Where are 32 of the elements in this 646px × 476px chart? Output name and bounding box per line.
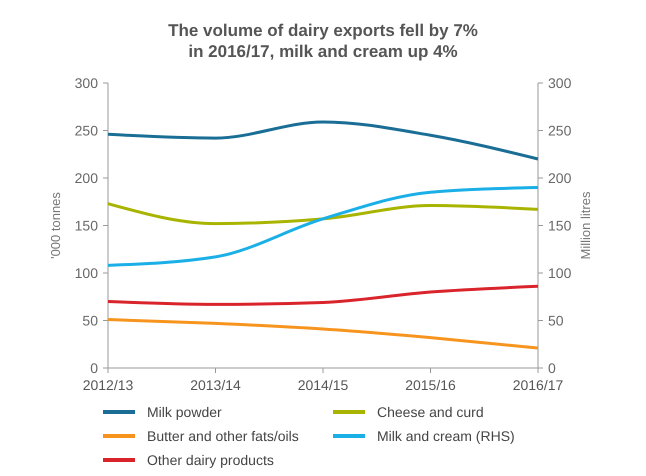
x-tick-label: 2014/15 bbox=[298, 377, 349, 393]
x-tick-label: 2012/13 bbox=[82, 377, 134, 393]
y-tick-label: 150 bbox=[74, 217, 98, 234]
y2-tick-label: 100 bbox=[548, 264, 572, 281]
legend-label: Milk powder bbox=[147, 404, 222, 420]
y2-tick-label: 250 bbox=[548, 122, 572, 138]
y2-axis-title: Million litres bbox=[578, 191, 593, 260]
y2-tick-label: 300 bbox=[548, 74, 572, 91]
x-tick-label: 2015/16 bbox=[405, 377, 456, 393]
x-tick-label: 2016/17 bbox=[512, 377, 564, 393]
y-tick-label: 300 bbox=[74, 74, 98, 91]
y2-tick-label: 200 bbox=[548, 170, 572, 186]
line-series bbox=[106, 318, 540, 350]
line-series bbox=[106, 186, 540, 267]
legend-label: Butter and other fats/oils bbox=[147, 428, 299, 444]
line-series bbox=[106, 202, 540, 226]
y2-tick-label: 0 bbox=[548, 360, 556, 376]
legend-label: Milk and cream (RHS) bbox=[377, 428, 515, 444]
x-tick-label: 2013/14 bbox=[190, 377, 242, 393]
y2-tick-label: 150 bbox=[548, 217, 572, 234]
line-series bbox=[106, 284, 540, 306]
y2-tick-label: 50 bbox=[548, 312, 564, 328]
legend-label: Other dairy products bbox=[147, 452, 274, 468]
y-axis-title: '000 tonnes bbox=[48, 192, 63, 259]
y-tick-label: 0 bbox=[90, 360, 98, 376]
y-tick-label: 100 bbox=[74, 264, 98, 281]
y-tick-label: 250 bbox=[74, 122, 98, 138]
y-tick-label: 50 bbox=[82, 312, 98, 328]
line-series bbox=[106, 120, 540, 160]
legend-label: Cheese and curd bbox=[377, 404, 484, 420]
y-tick-label: 200 bbox=[74, 170, 98, 186]
chart-title: The volume of dairy exports fell by 7% in 2016/17, milk and cream up 4% bbox=[168, 21, 478, 61]
